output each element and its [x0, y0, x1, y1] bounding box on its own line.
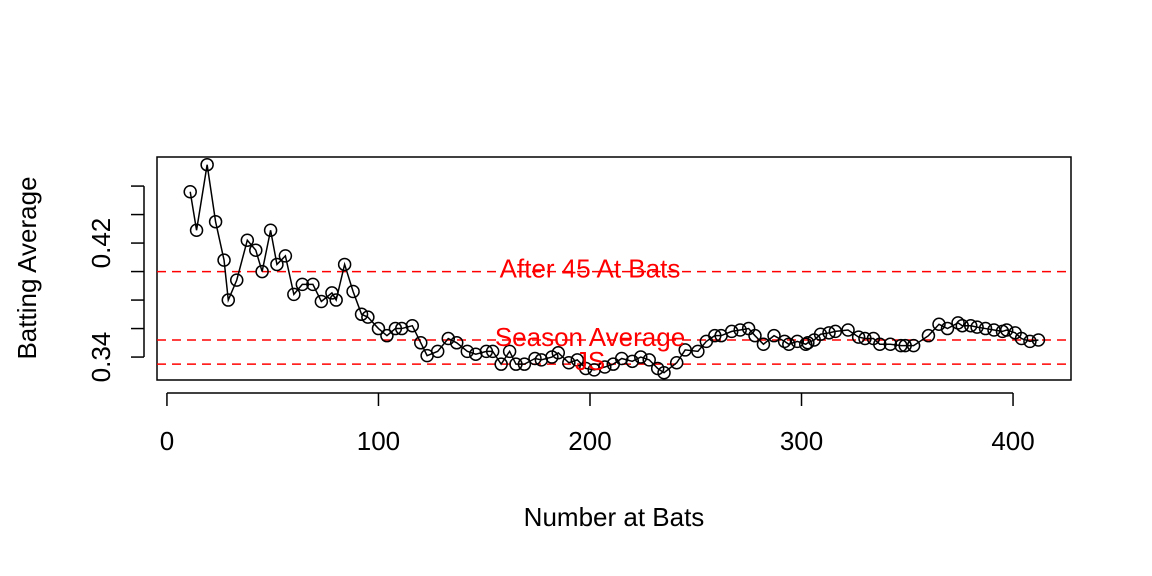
- data-point: [669, 356, 684, 370]
- data-point: [295, 277, 310, 292]
- data-point: [562, 356, 576, 370]
- data-point: [906, 338, 921, 353]
- data-point: [325, 286, 339, 300]
- data-point: [217, 253, 231, 267]
- data-point: [430, 344, 445, 359]
- data-point: [405, 318, 420, 333]
- data-point: [263, 223, 278, 237]
- data-point: [494, 357, 508, 371]
- data-point: [813, 327, 828, 342]
- data-point: [189, 223, 204, 237]
- data-point: [371, 321, 386, 336]
- data-point: [240, 233, 255, 247]
- data-point: [485, 344, 500, 359]
- data-point: [306, 277, 320, 292]
- data-point: [598, 360, 612, 374]
- x-tick-label: 100: [357, 426, 400, 456]
- data-point: [657, 365, 671, 380]
- data-point: [978, 321, 993, 336]
- data-point: [801, 336, 815, 350]
- data-point: [883, 337, 898, 351]
- data-point: [337, 257, 352, 272]
- data-point: [634, 350, 648, 364]
- data-point: [822, 326, 836, 340]
- data-point: [570, 353, 585, 367]
- data-point: [767, 328, 781, 343]
- data-point: [798, 337, 813, 351]
- data-point: [221, 293, 236, 307]
- data-point: [841, 323, 855, 337]
- x-tick-label: 200: [568, 426, 611, 456]
- data-point: [270, 257, 284, 272]
- data-point: [517, 357, 532, 371]
- data-point: [229, 273, 244, 287]
- data-point: [183, 185, 197, 199]
- reference-label: After 45 At Bats: [500, 254, 681, 284]
- data-point: [287, 287, 301, 302]
- data-point: [449, 336, 464, 350]
- data-point: [970, 320, 984, 334]
- data-point: [790, 334, 805, 349]
- data-point: [708, 328, 722, 343]
- x-tick-label: 400: [991, 426, 1034, 456]
- data-point: [380, 328, 394, 343]
- data-point: [361, 310, 375, 324]
- data-point: [354, 307, 369, 322]
- y-axis-title: Batting Average: [12, 176, 42, 359]
- data-point: [329, 293, 343, 307]
- x-axis-title: Number at Bats: [524, 502, 705, 532]
- data-point: [208, 214, 223, 229]
- data-line: [189, 164, 1039, 374]
- reference-label: JS: [575, 346, 605, 376]
- data-point: [858, 331, 872, 346]
- y-tick-label: 0.42: [86, 218, 116, 269]
- data-point: [200, 157, 214, 172]
- data-point: [963, 318, 978, 333]
- data-point: [940, 321, 955, 336]
- data-point: [724, 324, 739, 339]
- data-point: [278, 249, 293, 263]
- data-point: [528, 351, 542, 366]
- x-tick-label: 300: [780, 426, 823, 456]
- data-point: [932, 317, 946, 332]
- data-point: [733, 323, 747, 337]
- data-point: [921, 328, 936, 343]
- data-point: [1023, 334, 1037, 349]
- data-point: [898, 338, 912, 353]
- data-point: [691, 344, 705, 359]
- data-point: [873, 337, 887, 351]
- data-point: [955, 318, 970, 333]
- data-point: [782, 337, 796, 351]
- data-point: [249, 243, 263, 257]
- data-point: [509, 357, 523, 371]
- data-point: [460, 344, 475, 359]
- data-point: [748, 328, 762, 343]
- data-point: [414, 336, 428, 350]
- data-point: [999, 323, 1014, 337]
- reference-label: Season Average: [495, 322, 685, 352]
- data-point: [678, 343, 692, 357]
- data-point: [1014, 331, 1029, 346]
- data-point: [314, 294, 329, 309]
- data-point: [828, 324, 843, 339]
- plot-frame: [156, 156, 1072, 381]
- data-point: [551, 346, 566, 360]
- data-point: [625, 354, 640, 369]
- y-tick-label: 0.34: [86, 332, 116, 383]
- data-point: [756, 337, 771, 351]
- data-point: [579, 361, 593, 376]
- data-point: [388, 321, 403, 336]
- x-tick-label: 0: [160, 426, 174, 456]
- data-point: [642, 353, 656, 367]
- data-point: [1031, 333, 1046, 347]
- data-point: [255, 264, 269, 279]
- data-point: [851, 330, 866, 344]
- data-point: [346, 284, 360, 299]
- data-point: [441, 331, 456, 346]
- data-point: [479, 344, 494, 359]
- data-point: [502, 344, 517, 359]
